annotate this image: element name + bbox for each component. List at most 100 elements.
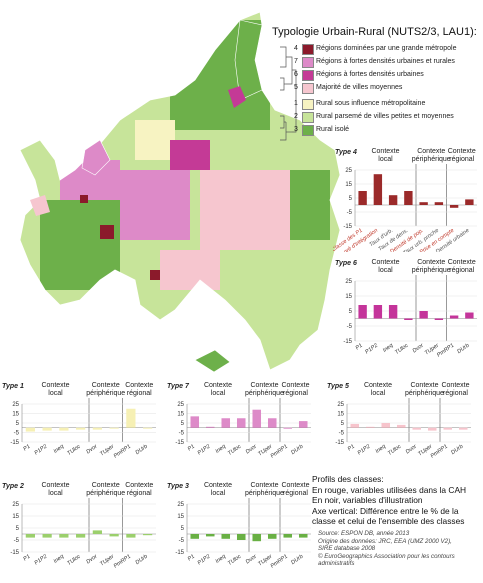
bar [92, 427, 102, 430]
bar [252, 409, 262, 428]
bar [76, 534, 86, 538]
x-tick-label: DUrb [456, 343, 470, 355]
x-tick-label: PmRP1 [113, 444, 132, 460]
chart-type-2: Type 2 Contexte local Contexte périphérique C… [0, 478, 160, 583]
y-tick-label: 25 [177, 402, 184, 408]
x-tick-label: P1P2 [197, 553, 212, 566]
x-tick-label: PmRP1 [270, 554, 289, 570]
y-tick-label: -5 [14, 431, 20, 437]
source-line: SIRE database 2008 [318, 545, 376, 553]
y-tick-label: 15 [345, 294, 352, 300]
legend-swatch [302, 57, 314, 68]
chart-type-1: Type 1 Contexte local Contexte périphérique C… [0, 378, 160, 473]
x-tick-label: TUloc [227, 444, 243, 457]
chart-title: Type 4 [335, 149, 357, 156]
context-header: Contexte [448, 148, 476, 155]
bar [283, 427, 293, 429]
bar [388, 195, 398, 205]
chart-type-5: Type 5 Contexte local Contexte périphérique C… [325, 378, 475, 473]
bar [59, 534, 69, 538]
x-tick-label: TUloc [227, 554, 243, 567]
y-tick-label: -15 [343, 224, 352, 230]
context-header: périphérique [412, 267, 451, 274]
legend-swatch [302, 83, 314, 94]
context-header: Contexte [92, 382, 120, 389]
chart-title: Type 6 [335, 260, 357, 267]
y-tick-label: 5 [181, 421, 185, 427]
bar [236, 534, 246, 540]
x-tick-label: DUrb [135, 444, 149, 456]
y-tick-label: -15 [335, 440, 344, 446]
x-tick-label: Ineq [53, 553, 66, 565]
bar [25, 427, 35, 432]
x-tick-label: P1 [22, 554, 31, 563]
y-tick-label: 15 [177, 514, 184, 520]
bar [283, 534, 293, 538]
source-line: Origine des données: JRC, EEA (UMZ 2000 … [318, 537, 452, 545]
y-tick-label: 25 [12, 502, 19, 508]
context-header: régional [283, 490, 308, 497]
x-tick-label: PmRP1 [436, 343, 455, 359]
y-tick-label: -15 [175, 550, 184, 556]
bar [126, 408, 136, 428]
y-tick-label: -5 [179, 431, 185, 437]
x-tick-label: P1 [187, 444, 196, 453]
x-tick-label: Ineq [382, 342, 395, 354]
y-tick-label: 25 [337, 402, 344, 408]
context-header: local [371, 390, 386, 397]
context-header: périphérique [86, 490, 125, 497]
context-header: Contexte [371, 259, 399, 266]
y-tick-label: 15 [12, 514, 19, 520]
bar [396, 424, 406, 428]
x-tick-label: TUloc [66, 554, 82, 567]
chart-title: Type 1 [2, 383, 24, 390]
notes-line: En noir, variables d'illustration [312, 495, 423, 506]
bar [373, 305, 383, 319]
context-header: Contexte [125, 382, 153, 389]
bar [404, 191, 413, 205]
context-header: périphérique [245, 490, 284, 497]
y-tick-label: -15 [175, 440, 184, 446]
bar [190, 416, 200, 428]
context-header: Contexte [250, 382, 278, 389]
bar [465, 312, 474, 319]
y-tick-label: 5 [341, 421, 345, 427]
y-tick-label: -5 [347, 210, 353, 216]
x-tick-label: Dvor [85, 553, 99, 565]
bar [298, 534, 308, 538]
y-tick-label: 15 [337, 412, 344, 418]
x-tick-label: TUloc [66, 444, 82, 457]
context-header: Contexte [92, 482, 120, 489]
y-tick-label: -15 [343, 339, 352, 345]
bar [381, 423, 391, 428]
y-tick-label: 15 [345, 182, 352, 188]
notes: Profils des classes: En rouge, variables… [312, 474, 482, 527]
chart-type-7: Type 7 Contexte local Contexte périphérique C… [165, 378, 315, 473]
bar [42, 427, 52, 431]
bar [365, 426, 375, 428]
x-tick-label: PmRP1 [430, 444, 449, 460]
x-tick-label: TUloc [394, 343, 410, 356]
bar [373, 174, 383, 205]
x-tick-label: P1P2 [34, 553, 49, 566]
context-header: Contexte [410, 382, 438, 389]
y-tick-label: -15 [10, 550, 19, 556]
context-header: régional [283, 390, 308, 397]
context-header: Contexte [204, 382, 232, 389]
x-tick-label: PmRP1 [113, 554, 132, 570]
bar [298, 421, 308, 428]
x-tick-label: P1P2 [197, 443, 212, 456]
chart-title: Type 2 [2, 483, 24, 490]
notes-line: classe et celui de l'ensemble des classe… [312, 516, 465, 527]
bar [221, 534, 231, 539]
bar [252, 534, 262, 542]
bar [109, 427, 119, 429]
context-header: Contexte [41, 382, 69, 389]
x-tick-label: DUrb [135, 554, 149, 566]
x-tick-label: Ineq [375, 443, 388, 455]
context-header: Contexte [41, 482, 69, 489]
context-header: régional [449, 267, 474, 274]
context-header: régional [127, 390, 152, 397]
notes-line: Axe vertical: Différence entre le % de l… [312, 505, 459, 516]
bar [267, 418, 277, 428]
